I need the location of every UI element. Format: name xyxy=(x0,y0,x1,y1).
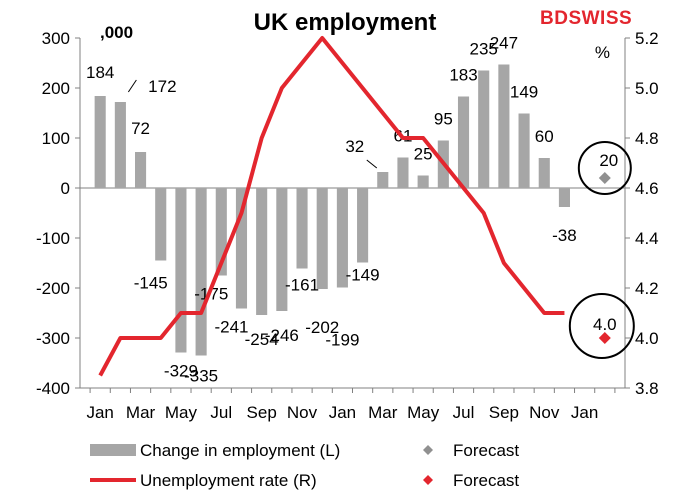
bar-data-label: 72 xyxy=(131,119,150,138)
brand-logo-text: BDSWISS xyxy=(540,8,633,29)
forecast-unemployment-label: 4.0 xyxy=(593,315,617,334)
bar-employment xyxy=(94,96,106,188)
brand-logo: BDSWISS xyxy=(540,6,690,34)
forecast-unemployment-circle xyxy=(568,293,635,359)
legend-label: Change in employment (L) xyxy=(140,441,340,460)
bar-employment xyxy=(558,188,570,207)
left-tick-label: 0 xyxy=(61,179,70,198)
x-tick-label: Jul xyxy=(453,403,475,422)
bar-employment xyxy=(316,188,328,289)
x-tick-label: Jul xyxy=(210,403,232,422)
bar-data-label: -149 xyxy=(346,266,380,285)
x-tick-label: Jan xyxy=(329,403,356,422)
x-tick-label: Jan xyxy=(571,403,598,422)
bar-data-label: 32 xyxy=(345,137,364,156)
bar-employment xyxy=(235,188,248,309)
x-tick-label: Sep xyxy=(247,403,277,422)
bar-data-label: -161 xyxy=(285,276,319,295)
bar-data-label: 247 xyxy=(490,34,518,53)
bar-data-label: -38 xyxy=(552,226,577,245)
bar-employment xyxy=(478,70,490,188)
bar-employment xyxy=(114,102,126,188)
left-tick-label: 100 xyxy=(42,129,70,148)
bar-data-label: 235 xyxy=(470,40,498,59)
right-tick-label: 4.2 xyxy=(635,279,659,298)
left-tick-label: -300 xyxy=(36,329,70,348)
bar-data-label: -246 xyxy=(265,326,299,345)
bar-data-label: 184 xyxy=(86,63,114,82)
forecast-unemployment-marker xyxy=(598,332,611,344)
bar-employment xyxy=(357,188,369,263)
legend-label: Unemployment rate (R) xyxy=(140,471,317,490)
legend: Change in employment (L) Forecast Unemploy… xyxy=(90,441,519,490)
right-tick-label: 5.0 xyxy=(635,79,659,98)
right-axis-unit: % xyxy=(595,43,610,62)
x-tick-label: Nov xyxy=(529,403,560,422)
bar-employment xyxy=(195,188,207,356)
bar-employment xyxy=(256,188,268,315)
bar-data-label: 60 xyxy=(535,127,554,146)
x-tick-label: Sep xyxy=(489,403,519,422)
x-tick-label: Mar xyxy=(126,403,156,422)
bar-employment xyxy=(296,188,308,269)
bar-employment xyxy=(336,188,348,288)
forecast-employment-circle xyxy=(577,141,632,195)
left-tick-label: -100 xyxy=(36,229,70,248)
bar-employment xyxy=(377,172,389,188)
bar-employment xyxy=(155,188,167,261)
right-tick-label: 4.4 xyxy=(635,229,659,248)
right-tick-label: 3.8 xyxy=(635,379,659,398)
bar-employment xyxy=(538,158,550,188)
bar-data-label: -254 xyxy=(245,330,279,349)
unemployment-rate-line xyxy=(98,36,565,377)
bar-data-label: 25 xyxy=(414,145,433,164)
right-tick-label: 5.2 xyxy=(635,29,659,48)
legend-label: Forecast xyxy=(453,441,519,460)
bar-data-label: -202 xyxy=(305,318,339,337)
bar-data-label: 149 xyxy=(510,83,538,102)
data-label-leader xyxy=(366,159,378,169)
bar-employment xyxy=(215,188,227,276)
forecast-employment-label: 20 xyxy=(599,151,618,170)
bar-data-label: -145 xyxy=(134,274,168,293)
bar-employment xyxy=(498,64,510,188)
bar-data-label: -241 xyxy=(214,318,248,337)
right-tick-label: 4.0 xyxy=(635,329,659,348)
x-tick-label: May xyxy=(165,403,198,422)
left-tick-label: -400 xyxy=(36,379,70,398)
bar-data-label: -175 xyxy=(194,285,228,304)
bar-data-label: 95 xyxy=(434,110,453,129)
bar-data-label: 183 xyxy=(449,66,477,85)
right-tick-label: 4.6 xyxy=(635,179,659,198)
left-tick-label: 200 xyxy=(42,79,70,98)
bar-data-label: -335 xyxy=(184,367,218,386)
bar-employment xyxy=(518,113,530,188)
bar-employment xyxy=(276,188,288,311)
forecast-employment-marker xyxy=(598,172,611,184)
bar-employment xyxy=(457,96,470,188)
data-label-leader xyxy=(127,79,137,93)
left-tick-label: 300 xyxy=(42,29,70,48)
bar-employment xyxy=(417,175,429,188)
plot-area: 300 200 100 0 -100 -200 -300 -400 5.2 5.0 4.8 4.6 4.… xyxy=(36,29,659,422)
bar-employment xyxy=(135,152,147,188)
x-tick-label: Nov xyxy=(287,403,318,422)
left-axis-unit: ,000 xyxy=(100,23,133,42)
bar-data-label: -329 xyxy=(164,362,198,381)
chart-title: UK employment xyxy=(254,9,437,36)
x-tick-label: May xyxy=(407,403,440,422)
bar-data-label: -199 xyxy=(325,331,359,350)
legend-swatch-bar xyxy=(90,444,136,456)
bar-data-label: 172 xyxy=(148,77,176,96)
bar-employment xyxy=(175,188,187,353)
legend-swatch-diamond xyxy=(423,445,433,455)
legend-swatch-diamond xyxy=(423,475,433,485)
left-tick-label: -200 xyxy=(36,279,70,298)
x-tick-label: Jan xyxy=(86,403,113,422)
bar-employment xyxy=(397,157,409,188)
x-tick-label: Mar xyxy=(368,403,398,422)
legend-label: Forecast xyxy=(453,471,519,490)
right-tick-label: 4.8 xyxy=(635,129,659,148)
